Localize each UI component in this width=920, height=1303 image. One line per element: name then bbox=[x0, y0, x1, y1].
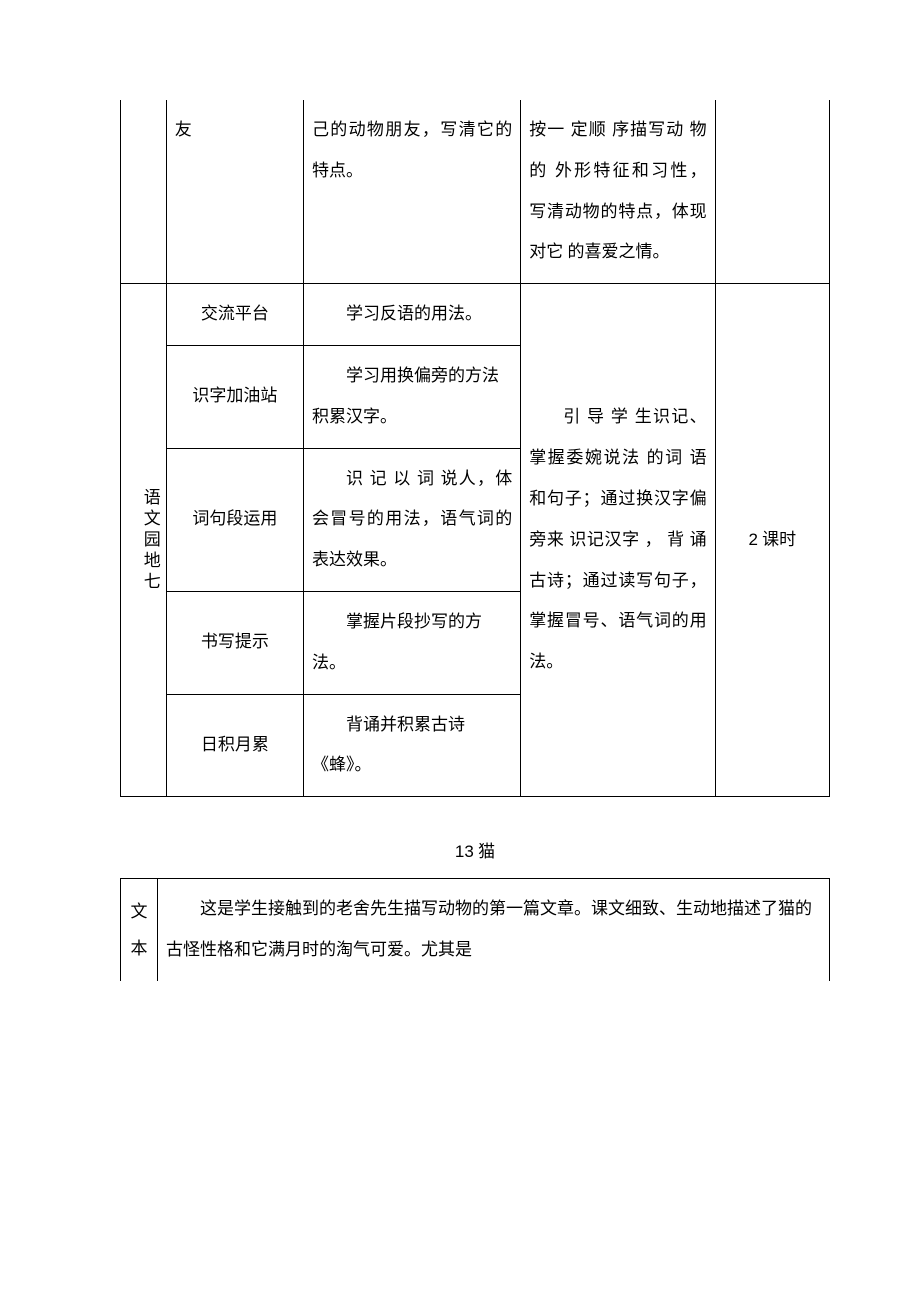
text: 引 导 学 生识记、掌握委婉说法 的词 语和句子；通过换汉字偏 旁来 识记汉字 … bbox=[529, 397, 706, 683]
text: 掌握片段抄写的方法。 bbox=[312, 602, 512, 684]
cell-desc: 背诵并积累古诗《蜂》。 bbox=[303, 694, 520, 797]
cell-topic: 友 bbox=[166, 100, 303, 284]
cell-topic: 交流平台 bbox=[166, 284, 303, 346]
section-label-cell: 语文园地七 bbox=[121, 284, 167, 797]
table-row: 文本 这是学生接触到的老舍先生描写动物的第一篇文章。课文细致、生动地描述了猫的古… bbox=[121, 879, 830, 981]
intro-body-cell: 这是学生接触到的老舍先生描写动物的第一篇文章。课文细致、生动地描述了猫的古怪性格… bbox=[158, 879, 830, 981]
cell-topic: 词句段运用 bbox=[166, 448, 303, 591]
cell-desc: 识 记 以 词 说人，体会冒号的用法，语气词的表达效果。 bbox=[303, 448, 520, 591]
cell-topic: 日积月累 bbox=[166, 694, 303, 797]
side-label-cell: 文本 bbox=[121, 879, 158, 981]
hours-number: 2 bbox=[748, 530, 757, 549]
text: 书写提示 bbox=[201, 632, 269, 651]
text: 学习用换偏旁的方法积累汉字。 bbox=[312, 356, 512, 438]
cell-empty bbox=[121, 100, 167, 284]
cell-topic: 书写提示 bbox=[166, 591, 303, 694]
text: 识字加油站 bbox=[192, 386, 277, 405]
text: 友 bbox=[175, 120, 192, 139]
cell-empty bbox=[715, 100, 829, 284]
hours-suffix: 课时 bbox=[758, 530, 796, 549]
text: 学习反语的用法。 bbox=[312, 294, 512, 335]
lesson-number: 13 bbox=[455, 842, 474, 861]
text: 交流平台 bbox=[201, 304, 269, 323]
cell-desc: 己的动物朋友，写清它的特点。 bbox=[303, 100, 520, 284]
text: 按一 定顺 序描写动 物的 外形特征和习性， 写清动物的特点，体现 对它 的喜爱… bbox=[529, 120, 706, 261]
cell-topic: 识字加油站 bbox=[166, 345, 303, 448]
text: 日积月累 bbox=[201, 735, 269, 754]
intro-text: 这是学生接触到的老舍先生描写动物的第一篇文章。课文细致、生动地描述了猫的古怪性格… bbox=[166, 889, 821, 971]
cell-desc: 学习反语的用法。 bbox=[303, 284, 520, 346]
lesson-name: 猫 bbox=[474, 842, 495, 861]
table-row: 语文园地七 交流平台 学习反语的用法。 引 导 学 生识记、掌握委婉说法 的词 … bbox=[121, 284, 830, 346]
cell-hours: 2 课时 bbox=[715, 284, 829, 797]
text: 识 记 以 词 说人，体会冒号的用法，语气词的表达效果。 bbox=[312, 459, 512, 581]
document-page: 友 己的动物朋友，写清它的特点。 按一 定顺 序描写动 物的 外形特征和习性， … bbox=[0, 0, 920, 1041]
table-row: 友 己的动物朋友，写清它的特点。 按一 定顺 序描写动 物的 外形特征和习性， … bbox=[121, 100, 830, 284]
text: 背诵并积累古诗《蜂》。 bbox=[312, 705, 512, 787]
text: 词句段运用 bbox=[192, 509, 277, 528]
side-label: 文本 bbox=[131, 902, 148, 958]
cell-desc: 掌握片段抄写的方法。 bbox=[303, 591, 520, 694]
cell-goal-merged: 引 导 学 生识记、掌握委婉说法 的词 语和句子；通过换汉字偏 旁来 识记汉字 … bbox=[521, 284, 715, 797]
curriculum-table: 友 己的动物朋友，写清它的特点。 按一 定顺 序描写动 物的 外形特征和习性， … bbox=[120, 100, 830, 797]
cell-goal: 按一 定顺 序描写动 物的 外形特征和习性， 写清动物的特点，体现 对它 的喜爱… bbox=[521, 100, 715, 284]
lesson-title: 13 猫 bbox=[120, 837, 830, 862]
cell-desc: 学习用换偏旁的方法积累汉字。 bbox=[303, 345, 520, 448]
text: 己的动物朋友，写清它的特点。 bbox=[312, 120, 512, 180]
lesson-intro-table: 文本 这是学生接触到的老舍先生描写动物的第一篇文章。课文细致、生动地描述了猫的古… bbox=[120, 878, 830, 981]
section-label: 语文园地七 bbox=[129, 488, 170, 593]
